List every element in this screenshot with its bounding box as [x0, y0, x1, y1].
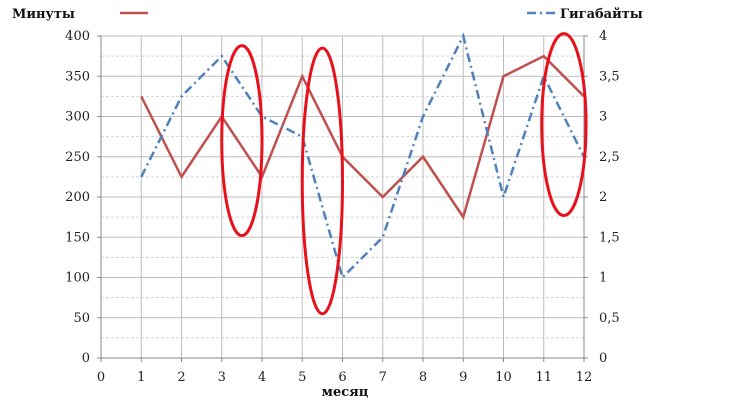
y-right-tick-label: 3: [599, 110, 607, 125]
tick-labels: 05010015020025030035040000,511,522,533,5…: [65, 29, 620, 385]
y-right-tick-label: 1: [599, 271, 607, 286]
x-tick-label: 7: [379, 370, 387, 385]
y-left-tick-label: 300: [65, 110, 90, 125]
legend-label-minutes: Минуты: [12, 7, 75, 22]
x-tick-label: 11: [535, 370, 552, 385]
x-tick-label: 4: [258, 370, 266, 385]
x-tick-label: 8: [419, 370, 427, 385]
highlight-ellipse: [300, 46, 344, 316]
x-tick-label: 5: [298, 370, 306, 385]
highlight-ellipse: [220, 44, 264, 238]
y-right-tick-label: 4: [599, 29, 607, 44]
y-left-tick-label: 50: [73, 311, 90, 326]
y-left-tick-label: 400: [65, 29, 90, 44]
x-tick-label: 6: [338, 370, 346, 385]
legend: Минуты Гигабайты: [12, 7, 643, 22]
y-right-tick-label: 2,5: [599, 150, 620, 165]
y-left-tick-label: 350: [65, 69, 90, 84]
x-tick-label: 1: [137, 370, 145, 385]
x-axis-title: месяц: [322, 385, 369, 400]
annotations-layer: [220, 32, 588, 316]
y-right-tick-label: 1,5: [599, 230, 620, 245]
x-tick-label: 2: [177, 370, 185, 385]
highlight-ellipse: [540, 32, 588, 218]
series-line-gigabytes: [140, 32, 586, 280]
y-right-tick-label: 3,5: [599, 69, 620, 84]
y-left-tick-label: 100: [65, 271, 90, 286]
x-tick-label: 9: [459, 370, 467, 385]
x-tick-label: 0: [97, 370, 105, 385]
y-right-tick-label: 2: [599, 190, 607, 205]
y-left-tick-label: 150: [65, 230, 90, 245]
y-right-tick-label: 0: [599, 351, 607, 366]
x-tick-label: 3: [218, 370, 226, 385]
legend-label-gigabytes: Гигабайты: [560, 7, 643, 22]
y-left-tick-label: 250: [65, 150, 90, 165]
series-line-minutes: [140, 54, 585, 221]
series-layer: [140, 32, 586, 280]
y-left-tick-label: 0: [82, 351, 90, 366]
y-right-tick-label: 0,5: [599, 311, 620, 326]
x-tick-label: 12: [576, 370, 593, 385]
x-tick-label: 10: [495, 370, 512, 385]
y-left-tick-label: 200: [65, 190, 90, 205]
